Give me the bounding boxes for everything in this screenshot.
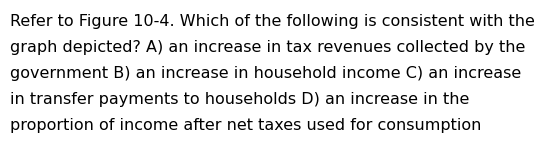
- Text: graph depicted? A) an increase in tax revenues collected by the: graph depicted? A) an increase in tax re…: [10, 40, 526, 55]
- Text: Refer to Figure 10-4. Which of the following is consistent with the: Refer to Figure 10-4. Which of the follo…: [10, 14, 535, 29]
- Text: in transfer payments to households D) an increase in the: in transfer payments to households D) an…: [10, 92, 469, 107]
- Text: government B) an increase in household income C) an increase: government B) an increase in household i…: [10, 66, 521, 81]
- Text: proportion of income after net taxes used for consumption: proportion of income after net taxes use…: [10, 118, 482, 133]
